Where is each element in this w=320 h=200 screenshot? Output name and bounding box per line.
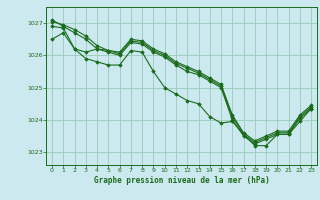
X-axis label: Graphe pression niveau de la mer (hPa): Graphe pression niveau de la mer (hPa) [94,176,269,185]
